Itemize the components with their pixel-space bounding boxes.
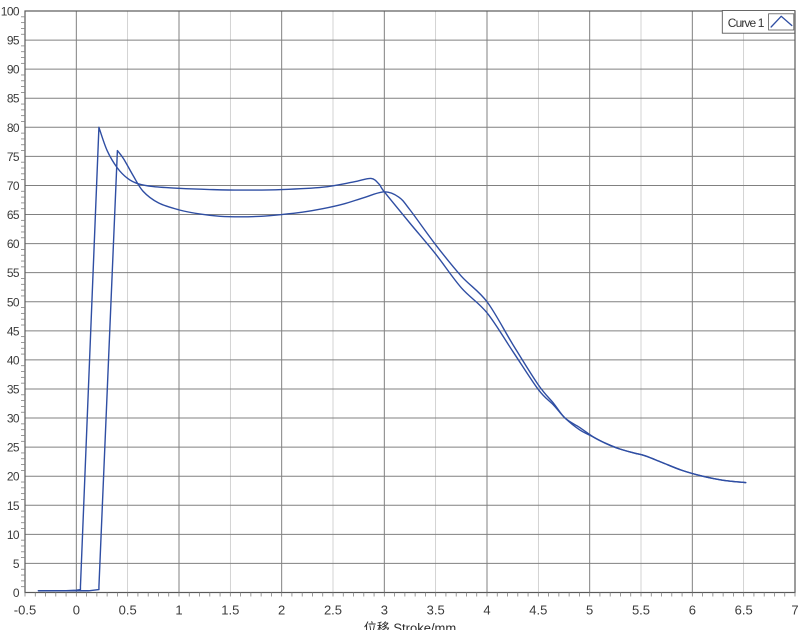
svg-text:4.5: 4.5	[529, 603, 547, 618]
svg-text:90: 90	[7, 63, 20, 77]
svg-text:75: 75	[7, 150, 20, 164]
svg-text:0.5: 0.5	[119, 603, 137, 618]
svg-text:40: 40	[7, 353, 20, 367]
svg-text:95: 95	[7, 34, 20, 48]
svg-text:45: 45	[7, 324, 20, 338]
svg-text:10: 10	[7, 528, 20, 542]
svg-text:30: 30	[7, 412, 20, 426]
svg-text:2: 2	[278, 603, 285, 618]
svg-text:6: 6	[689, 603, 696, 618]
svg-text:3: 3	[381, 603, 388, 618]
svg-text:85: 85	[7, 92, 20, 106]
svg-text:Curve 1: Curve 1	[728, 16, 765, 30]
svg-text:60: 60	[7, 237, 20, 251]
svg-text:50: 50	[7, 295, 20, 309]
svg-text:20: 20	[7, 470, 20, 484]
svg-text:100: 100	[1, 5, 20, 19]
svg-text:5.5: 5.5	[632, 603, 650, 618]
svg-text:35: 35	[7, 382, 20, 396]
svg-text:0: 0	[13, 586, 20, 600]
svg-text:2.5: 2.5	[324, 603, 342, 618]
svg-text:3.5: 3.5	[427, 603, 445, 618]
svg-text:位移 Stroke/mm: 位移 Stroke/mm	[364, 621, 456, 630]
svg-text:0: 0	[73, 603, 80, 618]
svg-text:65: 65	[7, 208, 20, 222]
svg-text:4: 4	[483, 603, 490, 618]
svg-text:80: 80	[7, 121, 20, 135]
svg-text:25: 25	[7, 441, 20, 455]
svg-text:5: 5	[586, 603, 593, 618]
svg-text:5: 5	[13, 557, 20, 571]
svg-text:55: 55	[7, 266, 20, 280]
svg-text:7: 7	[791, 603, 798, 618]
svg-text:-0.5: -0.5	[14, 603, 36, 618]
svg-text:1: 1	[175, 603, 182, 618]
svg-text:15: 15	[7, 499, 20, 513]
svg-text:1.5: 1.5	[221, 603, 239, 618]
svg-text:70: 70	[7, 179, 20, 193]
svg-text:6.5: 6.5	[735, 603, 753, 618]
